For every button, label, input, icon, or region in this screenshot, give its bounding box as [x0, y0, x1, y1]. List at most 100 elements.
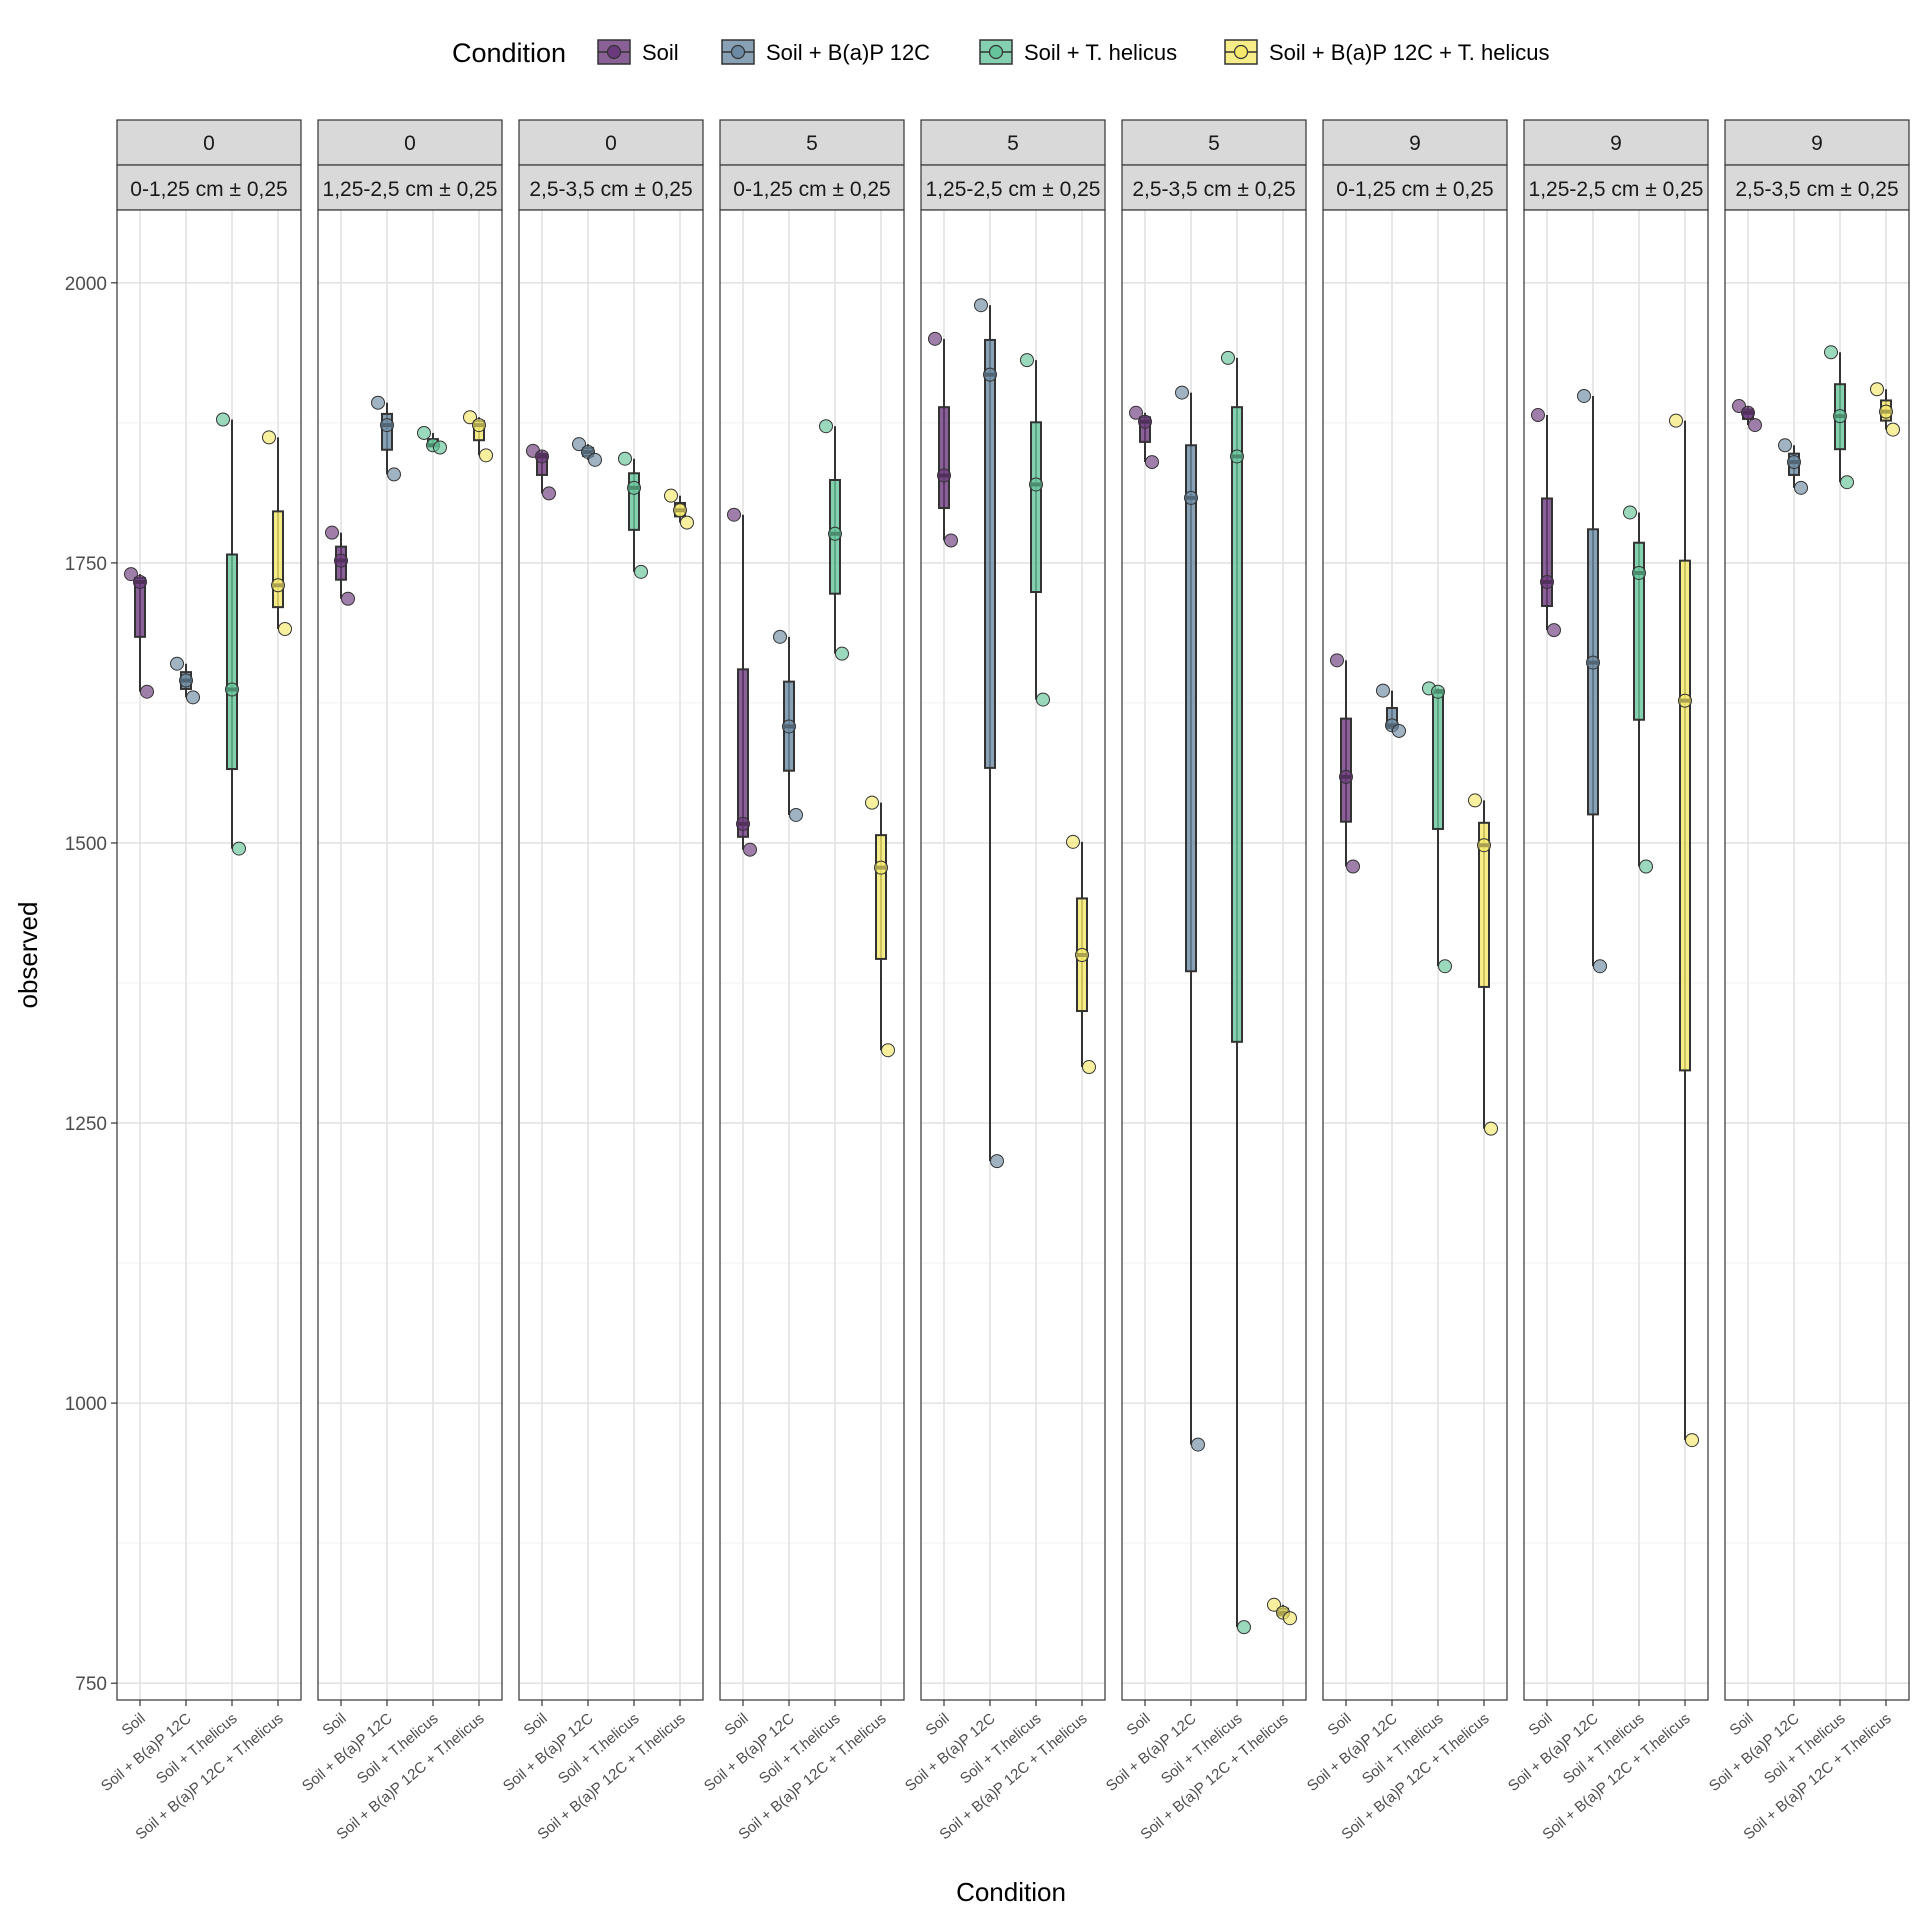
- panel-1-soil-point: [325, 525, 339, 540]
- panel-1-soil-b-a-p-12c-t-helicus-point: [463, 410, 477, 425]
- panel-8-strip-depth: [1724, 164, 1910, 211]
- panel-3-soil-b-a-p-12c-t-helicus-point: [881, 1043, 895, 1058]
- panel-3-x-tick-label: Soil: [721, 1710, 751, 1739]
- y-tick-label-1750: 1750: [65, 554, 107, 575]
- panel-0-soil-b-a-p-12c-point: [186, 690, 200, 705]
- panel-7-soil-b-a-p-12c-point: [1586, 655, 1600, 670]
- panel-1-x-tick-label: Soil: [319, 1710, 349, 1739]
- panel-7-background: [1524, 210, 1708, 1700]
- legend-soil-key-point: [606, 44, 622, 60]
- panel-4-soil-b-a-p-12c-point: [983, 367, 997, 382]
- panel-4-soil-t-helicus-point: [1029, 477, 1043, 492]
- panel-8-soil-b-a-p-12c-point: [1794, 480, 1808, 495]
- panel-7-soil-b-a-p-12c-t-helicus-point: [1685, 1433, 1699, 1448]
- panel-0-soil-t-helicus-point: [232, 841, 246, 856]
- panel-0-soil-b-a-p-12c-t-helicus-point: [271, 578, 285, 593]
- panel-6-strip-depth-label: 0-1,25 cm ± 0,25: [1336, 178, 1493, 201]
- y-tick-label-750: 750: [75, 1674, 107, 1695]
- panel-5-soil-t-helicus-point: [1237, 1620, 1251, 1635]
- panel-8-soil-b-a-p-12c-point: [1787, 455, 1801, 470]
- legend-soil-b-a-p-12c-label: Soil + B(a)P 12C: [766, 40, 930, 65]
- y-axis: 750 1000 1250 1500 1750 2000: [65, 274, 117, 1695]
- panel-2-soil-b-a-p-12c-t-helicus-point: [680, 515, 694, 530]
- panel-1-strip-depth: [317, 164, 503, 211]
- panel-5-soil-t-helicus-point: [1221, 350, 1235, 365]
- panel-7-soil-t-helicus-point: [1632, 565, 1646, 580]
- panel-3-soil-t-helicus-point: [819, 419, 833, 434]
- panel-1-strip-time-label: 0: [404, 132, 416, 155]
- panel-0-soil-b-a-p-12c-point: [170, 656, 184, 671]
- y-tick-label-1250: 1250: [65, 1114, 107, 1135]
- legend-soil-b-a-p-12c: Soil + B(a)P 12C: [721, 39, 930, 65]
- panel-7-soil-b-a-p-12c-point: [1593, 959, 1607, 974]
- legend-soil: Soil: [597, 39, 679, 65]
- panel-6-background: [1323, 210, 1507, 1700]
- panel-6-soil-t-helicus-point: [1431, 684, 1445, 699]
- panel-5-soil-t-helicus-point: [1230, 449, 1244, 464]
- panel-7-soil-t-helicus-point: [1639, 859, 1653, 874]
- panel-0-soil-point: [124, 567, 138, 582]
- panel-8-strip-time-label: 9: [1811, 132, 1823, 155]
- panel-3-soil-point: [736, 816, 750, 831]
- panel-6-soil-b-a-p-12c-point: [1392, 723, 1406, 738]
- panel-2-soil-t-helicus-point: [618, 451, 632, 466]
- panel-0-strip-depth: [116, 164, 302, 211]
- legend-soil-label: Soil: [642, 40, 679, 65]
- panel-4-strip-time: [920, 119, 1106, 166]
- panel-4-strip-depth: [920, 164, 1106, 211]
- panel-0-background: [117, 210, 301, 1700]
- panel-7-soil-point: [1540, 574, 1554, 589]
- panel-5-soil-point: [1129, 405, 1143, 420]
- panel-4-soil-point: [944, 533, 958, 548]
- panel-1-soil-b-a-p-12c-t-helicus-point: [472, 418, 486, 433]
- panel-0-soil-b-a-p-12c-t-helicus-point: [262, 430, 276, 445]
- panel-1-soil-b-a-p-12c-point: [371, 395, 385, 410]
- y-tick-label-1000: 1000: [65, 1394, 107, 1415]
- panel-2-background: [519, 210, 703, 1700]
- panel-6-strip-time-label: 9: [1409, 132, 1421, 155]
- legend-title: Condition: [452, 38, 566, 68]
- panel-2-soil-t-helicus-box: [628, 472, 640, 531]
- panel-7-soil-box: [1541, 497, 1553, 608]
- panel-7-strip-depth: [1523, 164, 1709, 211]
- panel-4-background: [921, 210, 1105, 1700]
- panel-2-strip-time-label: 0: [605, 132, 617, 155]
- panel-0-soil-point: [133, 574, 147, 589]
- panel-5-border: [1121, 209, 1307, 1701]
- panel-6-x-tick-label: Soil: [1324, 1710, 1354, 1739]
- panel-3-strip-time: [719, 119, 905, 166]
- legend-entries: Soil Soil + B(a)P 12C Soil + T. helicus Soi…: [597, 39, 1549, 65]
- panel-0-soil-point: [140, 684, 154, 699]
- panel-4-soil-t-helicus-point: [1036, 692, 1050, 707]
- panel-1-soil-b-a-p-12c-point: [380, 418, 394, 433]
- panel-3-border: [719, 209, 905, 1701]
- panel-4-soil-b-a-p-12c-t-helicus-point: [1082, 1060, 1096, 1075]
- legend-soil-b-a-p-12c-t-helicus: Soil + B(a)P 12C + T. helicus: [1224, 39, 1549, 65]
- panel-3-soil-box: [737, 668, 749, 838]
- panel-8-soil-point: [1741, 405, 1755, 420]
- panel-3-soil-b-a-p-12c-t-helicus-box: [875, 834, 887, 960]
- panel-0-soil-b-a-p-12c-t-helicus-point: [278, 621, 292, 636]
- panel-5-soil-t-helicus-box: [1231, 406, 1243, 1043]
- panel-4-soil-b-a-p-12c-box: [984, 338, 996, 769]
- panel-0-soil-t-helicus-point: [216, 412, 230, 427]
- panel-2-soil-t-helicus-point: [634, 564, 648, 579]
- panel-8-soil-b-a-p-12c-t-helicus-point: [1870, 382, 1884, 397]
- panel-3-soil-point: [727, 507, 741, 522]
- panel-4-border: [920, 209, 1106, 1701]
- panel-3-soil-t-helicus-point: [835, 646, 849, 661]
- panel-1-soil-point: [341, 591, 355, 606]
- panel-7-x-tick-label: Soil: [1525, 1710, 1555, 1739]
- panel-2-soil-b-a-p-12c-point: [572, 437, 586, 452]
- panel-7-soil-point: [1547, 623, 1561, 638]
- y-axis-title: observed: [13, 902, 43, 1009]
- panel-7-strip-depth-label: 1,25-2,5 cm ± 0,25: [1529, 178, 1704, 201]
- panel-3-strip-depth-label: 0-1,25 cm ± 0,25: [733, 178, 890, 201]
- panel-4-x-tick-label: Soil: [922, 1710, 952, 1739]
